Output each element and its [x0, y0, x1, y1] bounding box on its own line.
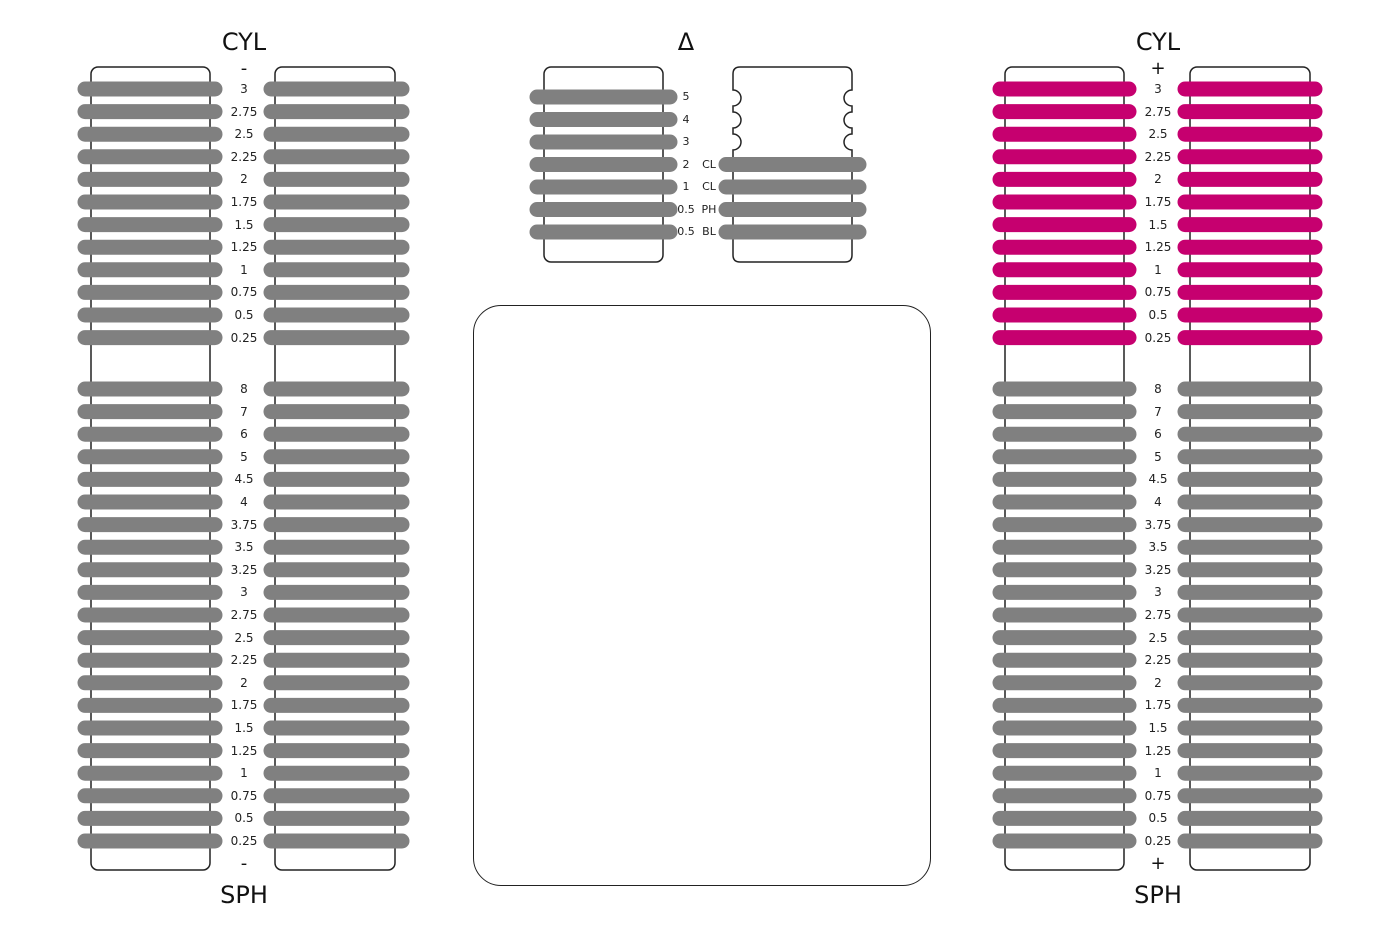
right_rack-cyl-value-label: 2.75 [1144, 104, 1172, 119]
right_rack-sph-value-label: 2.75 [1144, 608, 1172, 622]
left_rack-sph-value-label: 5 [240, 449, 248, 464]
left_rack-sph-value-label: 1.75 [230, 698, 258, 713]
right_rack-cyl-value-label: 1.5 [1148, 217, 1168, 232]
right_rack-sph-value-label: 4 [1154, 495, 1162, 509]
prism-value-label: 0.5 [677, 225, 695, 238]
right_rack-cyl-title: CYL [1135, 28, 1181, 56]
right_rack-sph-value-label: 3.75 [1144, 517, 1172, 532]
right_rack-sph-value-label: 1.25 [1144, 743, 1172, 758]
left_rack-cyl-value-label: 1 [240, 262, 248, 277]
left_rack-sph-value-label: 2 [240, 675, 248, 690]
right_rack-sph-value-label: 3.25 [1144, 562, 1172, 577]
left_rack-sph-value-label: 1 [240, 766, 248, 781]
left_rack-cyl-title: CYL [221, 28, 267, 56]
left_rack-cyl-value-label: 1.75 [230, 195, 258, 209]
prism-value-label: 4 [682, 112, 690, 126]
right_rack-sph-value-label: 6 [1154, 427, 1162, 442]
left_rack-cyl-value-label: 2.25 [230, 149, 258, 164]
accessory-label: CL [702, 157, 716, 171]
left_rack-sph-value-label: 3.5 [234, 540, 254, 555]
right_rack-cyl-value-label: 1 [1154, 262, 1162, 277]
left_rack-sph-value-label: 0.75 [230, 788, 258, 803]
right_rack-sph-value-label: 2 [1154, 675, 1162, 690]
prism-value-label: 3 [682, 135, 690, 148]
right_rack-sph-sign: + [1150, 853, 1166, 874]
left_rack-sph-title: SPH [220, 881, 268, 909]
left_rack-cyl-value-label: 1.25 [230, 240, 258, 255]
right_rack-sph-value-label: 0.75 [1144, 788, 1172, 803]
left_rack-sph-value-label: 7 [240, 404, 248, 419]
left_rack-cyl-value-label: 2 [240, 172, 248, 187]
left_rack-sph-value-label: 3 [240, 585, 248, 600]
left_rack-sph-value-label: 3.25 [230, 562, 258, 577]
right_rack-cyl-value-label: 2 [1154, 172, 1162, 187]
right_rack-sph-value-label: 1.5 [1148, 721, 1168, 735]
right_rack-sph-value-label: 0.25 [1144, 834, 1172, 848]
right_rack-sph-value-label: 8 [1154, 382, 1162, 396]
left_rack-sph-sign: - [240, 853, 248, 874]
left_rack-sph-value-label: 2.5 [234, 630, 254, 645]
accessory-label: CL [702, 180, 716, 193]
prism-value-label: 0.5 [677, 202, 695, 216]
left_rack-sph-value-label: 0.5 [234, 811, 254, 826]
left_rack-sph-value-label: 8 [240, 382, 248, 396]
left_rack-cyl-value-label: 0.75 [230, 285, 258, 300]
left_rack-cyl-value-label: 0.5 [234, 308, 254, 322]
right_rack-sph-value-label: 3.5 [1148, 540, 1168, 555]
right_rack-sph-value-label: 5 [1154, 449, 1162, 464]
left_rack-sph-value-label: 1.5 [234, 721, 254, 735]
right_rack-cyl-value-label: 0.75 [1144, 285, 1172, 300]
right_rack-sph-title: SPH [1134, 881, 1182, 909]
right_rack-sph-value-label: 7 [1154, 404, 1162, 419]
accessory-label: BL [702, 225, 716, 238]
left_rack-sph-value-label: 4 [240, 495, 248, 509]
left_rack-cyl-sign: - [240, 58, 248, 79]
left_rack-sph-value-label: 3.75 [230, 517, 258, 532]
left_rack-sph-value-label: 2.25 [230, 653, 258, 668]
left_rack-sph-value-label: 4.5 [234, 472, 254, 487]
right_rack-cyl-value-label: 2.5 [1148, 127, 1168, 142]
right_rack-cyl-value-label: 1.75 [1144, 195, 1172, 209]
left_rack-sph-value-label: 6 [240, 427, 248, 442]
prism-value-label: 5 [682, 90, 690, 103]
right_rack-sph-value-label: 2.5 [1148, 630, 1168, 645]
left_rack-sph-value-label: 2.75 [230, 608, 258, 622]
right_rack-sph-value-label: 1 [1154, 766, 1162, 781]
left_rack-cyl-value-label: 3 [240, 82, 248, 96]
left_rack-cyl-value-label: 1.5 [234, 217, 254, 232]
work-area-card[interactable] [473, 305, 931, 886]
accessory-label: PH [701, 202, 717, 216]
right_rack-sph-value-label: 2.25 [1144, 653, 1172, 668]
left_rack-sph-value-label: 0.25 [230, 834, 258, 848]
left_rack-cyl-value-label: 2.5 [234, 127, 254, 142]
right_rack-cyl-value-label: 0.25 [1144, 330, 1172, 345]
left_rack-sph-value-label: 1.25 [230, 743, 258, 758]
right_rack-sph-value-label: 3 [1154, 585, 1162, 600]
right_rack-sph-value-label: 1.75 [1144, 698, 1172, 713]
right_rack-cyl-value-label: 2.25 [1144, 149, 1172, 164]
right_rack-cyl-value-label: 3 [1154, 82, 1162, 96]
right_rack-cyl-value-label: 0.5 [1148, 308, 1168, 322]
prism-value-label: 1 [682, 180, 690, 193]
left_rack-cyl-value-label: 2.75 [230, 104, 258, 119]
left_rack-cyl-value-label: 0.25 [230, 330, 258, 345]
right_rack-cyl-sign: + [1150, 58, 1166, 79]
prism-title: Δ [677, 28, 695, 56]
right_rack-sph-value-label: 0.5 [1148, 811, 1168, 826]
right_rack-cyl-value-label: 1.25 [1144, 240, 1172, 255]
right_rack-sph-value-label: 4.5 [1148, 472, 1168, 487]
prism-value-label: 2 [682, 157, 690, 171]
